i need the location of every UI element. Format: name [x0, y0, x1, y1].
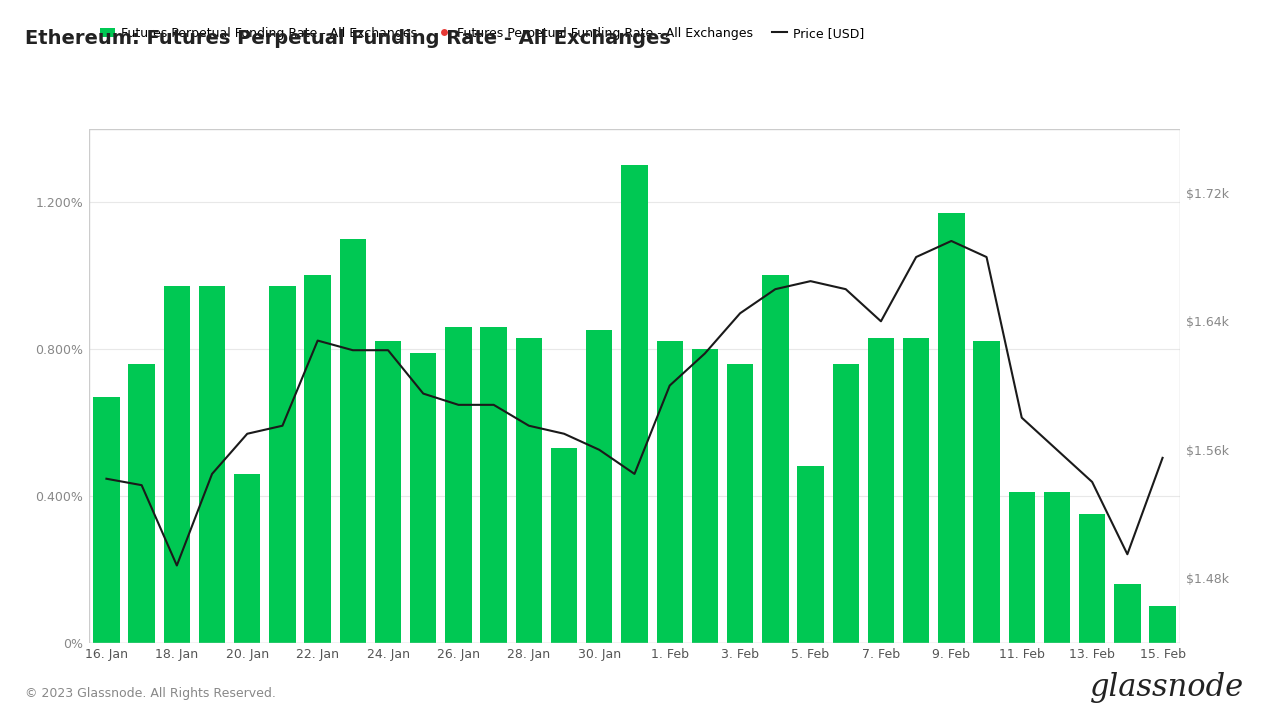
Bar	[164, 286, 190, 643]
Bar	[832, 363, 859, 643]
Bar	[269, 286, 296, 643]
Bar	[233, 473, 260, 643]
Bar	[93, 396, 119, 643]
Bar	[763, 276, 788, 643]
Legend: Futures Perpetual Funding Rate - All Exchanges, Futures Perpetual Funding Rate -: Futures Perpetual Funding Rate - All Exc…	[95, 21, 869, 45]
Text: Ethereum: Futures Perpetual Funding Rate - All Exchanges: Ethereum: Futures Perpetual Funding Rate…	[25, 29, 671, 48]
Bar	[305, 276, 331, 643]
Bar	[622, 165, 647, 643]
Bar	[797, 466, 824, 643]
Bar	[938, 213, 964, 643]
Bar	[128, 363, 155, 643]
Bar	[727, 363, 754, 643]
Bar	[973, 341, 1000, 643]
Bar	[656, 341, 683, 643]
Bar	[904, 338, 929, 643]
Bar	[692, 349, 718, 643]
Bar	[1009, 492, 1036, 643]
Bar	[410, 353, 437, 643]
Text: glassnode: glassnode	[1090, 673, 1244, 703]
Bar	[868, 338, 895, 643]
Bar	[374, 341, 401, 643]
Bar	[199, 286, 226, 643]
Bar	[515, 338, 542, 643]
Text: © 2023 Glassnode. All Rights Reserved.: © 2023 Glassnode. All Rights Reserved.	[25, 687, 277, 700]
Bar	[1150, 606, 1176, 643]
Bar	[89, 129, 1180, 643]
Bar	[586, 331, 613, 643]
Bar	[340, 238, 365, 643]
Bar	[481, 327, 506, 643]
Bar	[551, 448, 577, 643]
Bar	[445, 327, 472, 643]
Bar	[1079, 514, 1105, 643]
Bar	[1044, 492, 1070, 643]
Bar	[1114, 584, 1141, 643]
